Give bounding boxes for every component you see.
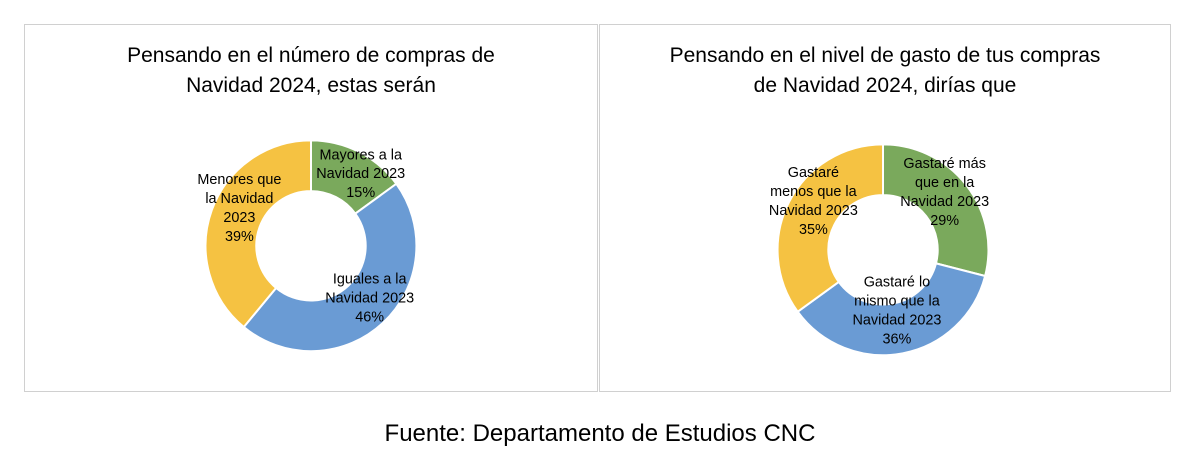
donut-slice bbox=[776, 143, 885, 314]
donut-slice bbox=[796, 262, 987, 357]
slice-data-label: Gastaré lo mismo que la Navidad 2023 36% bbox=[852, 275, 941, 348]
chart-panel-compras: Pensando en el número de compras de Navi… bbox=[24, 24, 598, 392]
chart-title: Pensando en el nivel de gasto de tus com… bbox=[669, 44, 1101, 97]
slice-data-label: Menores que la Navidad 2023 39% bbox=[197, 172, 281, 245]
slice-data-label: Gastaré menos que la Navidad 2023 35% bbox=[769, 165, 858, 238]
slice-data-label: Iguales a la Navidad 2023 46% bbox=[325, 272, 414, 326]
slice-data-label: Gastaré más que en la Navidad 2023 29% bbox=[900, 156, 989, 229]
source-note: Fuente: Departamento de Estudios CNC bbox=[384, 420, 816, 447]
slice-data-label: Mayores a la Navidad 2023 15% bbox=[316, 147, 405, 201]
chart-title: Pensando en el número de compras de Navi… bbox=[127, 44, 495, 97]
donut-slice bbox=[242, 182, 418, 353]
donut-slice bbox=[882, 143, 990, 278]
chart-panel-gasto: Pensando en el nivel de gasto de tus com… bbox=[599, 24, 1171, 392]
donut-chart-compras: Mayores a la Navidad 2023 15% Iguales a la N… bbox=[197, 139, 418, 353]
donut-slice bbox=[204, 139, 312, 329]
donut-chart-gasto: Gastaré más que en la Navidad 2023 29% Gasta… bbox=[769, 143, 990, 357]
